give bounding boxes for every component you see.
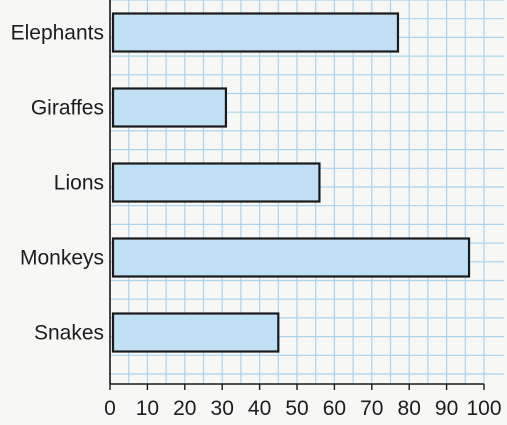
bar-lions bbox=[111, 162, 321, 203]
category-label-elephants: Elephants bbox=[11, 22, 104, 45]
x-tick-label: 80 bbox=[398, 397, 421, 420]
category-label-lions: Lions bbox=[54, 172, 104, 195]
x-tick-label: 100 bbox=[466, 397, 501, 420]
x-tick-label: 70 bbox=[360, 397, 383, 420]
x-tick-label: 60 bbox=[323, 397, 346, 420]
grid bbox=[109, 0, 504, 384]
x-tick-label: 40 bbox=[248, 397, 271, 420]
bar-monkeys bbox=[111, 237, 471, 278]
category-label-snakes: Snakes bbox=[34, 322, 104, 345]
bar-giraffes bbox=[111, 87, 228, 128]
x-tick-label: 30 bbox=[211, 397, 234, 420]
bar-elephants bbox=[111, 12, 400, 53]
axes bbox=[109, 0, 485, 390]
x-tick-label: 20 bbox=[173, 397, 196, 420]
x-tick-label: 10 bbox=[136, 397, 159, 420]
bar-snakes bbox=[111, 312, 280, 353]
category-labels: Elephants Giraffes Lions Monkeys Snakes bbox=[11, 22, 104, 345]
x-tick-label: 50 bbox=[285, 397, 308, 420]
x-tick-label: 0 bbox=[104, 397, 116, 420]
x-tick-label: 90 bbox=[435, 397, 458, 420]
bars bbox=[111, 12, 471, 353]
x-tick-labels: 0 10 20 30 40 50 60 70 80 90 100 bbox=[104, 397, 501, 420]
category-label-giraffes: Giraffes bbox=[31, 97, 104, 120]
category-label-monkeys: Monkeys bbox=[20, 247, 104, 270]
